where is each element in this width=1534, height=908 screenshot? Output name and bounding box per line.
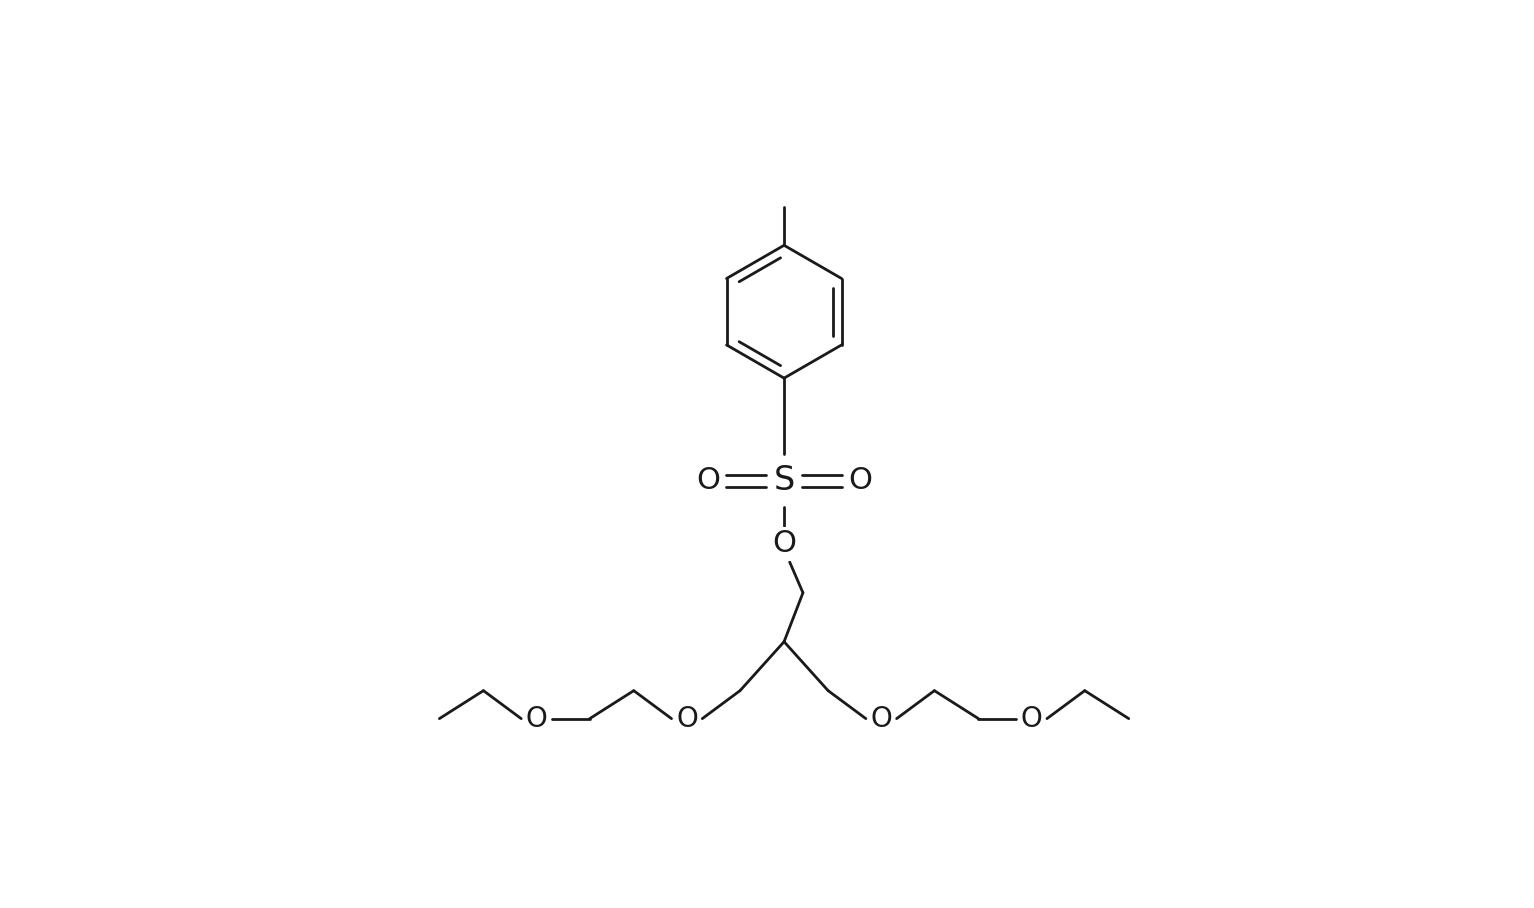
Text: O: O — [772, 529, 796, 558]
Text: O: O — [696, 467, 719, 496]
Text: O: O — [676, 705, 698, 733]
Text: O: O — [870, 705, 893, 733]
Text: S: S — [773, 464, 795, 498]
Text: O: O — [848, 467, 873, 496]
Text: O: O — [526, 705, 548, 733]
Text: O: O — [1020, 705, 1043, 733]
